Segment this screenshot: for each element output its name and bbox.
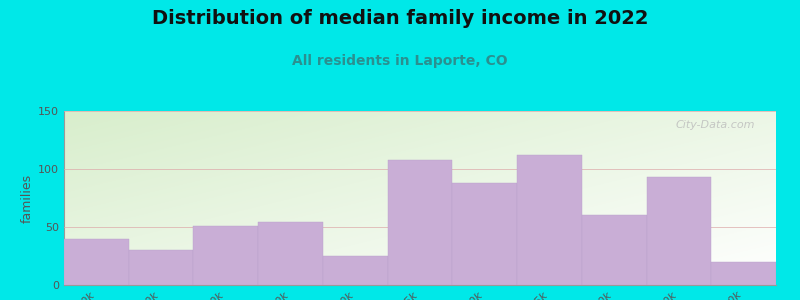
Y-axis label: families: families <box>21 173 34 223</box>
Bar <box>64 238 129 285</box>
Text: City-Data.com: City-Data.com <box>675 120 754 130</box>
Bar <box>323 256 388 285</box>
Bar <box>452 183 517 285</box>
Bar <box>582 215 646 285</box>
Bar <box>388 160 452 285</box>
Bar <box>194 226 258 285</box>
Bar <box>258 222 323 285</box>
Bar <box>129 250 194 285</box>
Bar <box>711 262 776 285</box>
Text: All residents in Laporte, CO: All residents in Laporte, CO <box>292 54 508 68</box>
Bar <box>646 177 711 285</box>
Bar <box>517 155 582 285</box>
Text: Distribution of median family income in 2022: Distribution of median family income in … <box>152 9 648 28</box>
